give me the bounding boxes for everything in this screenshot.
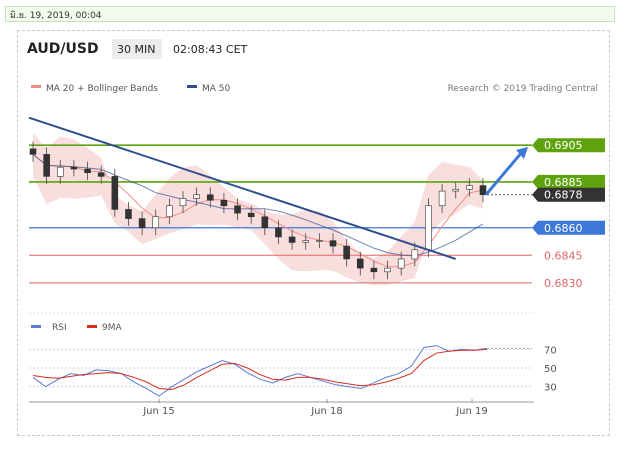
clock-label: 02:08:43 CET bbox=[173, 43, 248, 56]
candle-body bbox=[84, 168, 91, 174]
candle-body bbox=[166, 205, 173, 218]
candle-body bbox=[397, 258, 405, 269]
rsi-line bbox=[32, 345, 488, 397]
candle-body bbox=[179, 198, 187, 207]
candle-body bbox=[247, 212, 255, 218]
level-label-0.6845: 0.6845 bbox=[544, 249, 583, 262]
candle-body bbox=[43, 154, 50, 177]
ma50-line bbox=[32, 153, 484, 257]
x-tick-label: Jun 15 bbox=[142, 406, 175, 417]
candle-body bbox=[193, 194, 200, 199]
rsi-tick-label: 70 bbox=[544, 345, 557, 356]
rsi-tick-label: 30 bbox=[544, 383, 557, 394]
candle-body bbox=[411, 249, 419, 260]
candle-body bbox=[152, 216, 160, 229]
interval-badge bbox=[112, 39, 162, 59]
level-label-0.6830: 0.6830 bbox=[544, 277, 583, 290]
candle-body bbox=[125, 209, 132, 219]
candle-body bbox=[384, 267, 391, 273]
rsi-tick-label: 50 bbox=[544, 364, 557, 375]
level-tag-0.6905 bbox=[532, 138, 605, 153]
legend-9ma: 9MA bbox=[102, 323, 122, 333]
legend-swatch-ma50 bbox=[187, 85, 197, 88]
credit-text: Research © 2019 Trading Central bbox=[448, 84, 598, 94]
candle-body bbox=[70, 166, 78, 170]
level-label-0.6905: 0.6905 bbox=[544, 139, 583, 152]
timestamp-bar: มิ.ย. 19, 2019, 00:04 bbox=[5, 6, 615, 22]
legend-swatch-9ma bbox=[87, 325, 97, 328]
candle-body bbox=[234, 205, 241, 214]
trendline bbox=[28, 116, 457, 260]
candle-body bbox=[206, 194, 214, 201]
candle-body bbox=[452, 188, 460, 192]
legend-swatch-ma20 bbox=[31, 85, 41, 88]
legend-swatch-rsi bbox=[31, 325, 41, 328]
level-label-0.6885: 0.6885 bbox=[544, 176, 583, 189]
rsi-area: 70 50 30 bbox=[29, 345, 557, 397]
candle-body bbox=[97, 172, 105, 177]
candle-body bbox=[370, 267, 378, 273]
timestamp-text: มิ.ย. 19, 2019, 00:04 bbox=[10, 11, 102, 21]
level-tag-0.6878 bbox=[532, 187, 605, 202]
candle-body bbox=[56, 166, 64, 177]
candle-body bbox=[288, 236, 296, 243]
legend-ma50: MA 50 bbox=[202, 84, 231, 94]
ma20-line bbox=[32, 153, 484, 268]
level-tag-0.6860 bbox=[532, 220, 605, 235]
candle-body bbox=[356, 258, 364, 269]
rsi-9ma-line bbox=[32, 348, 488, 390]
candle-body bbox=[343, 245, 350, 260]
interval-label: 30 MIN bbox=[117, 43, 155, 56]
candle-body bbox=[438, 190, 446, 207]
candle-body bbox=[275, 227, 282, 238]
candle-body bbox=[302, 240, 310, 243]
candle-body bbox=[316, 240, 323, 242]
candle-body bbox=[261, 216, 269, 229]
candle-body bbox=[138, 218, 146, 229]
candle-body bbox=[479, 185, 487, 196]
candle-body bbox=[111, 176, 119, 210]
x-tick-label: Jun 19 bbox=[455, 406, 488, 417]
candle-body bbox=[329, 240, 337, 247]
level-label-0.6860: 0.6860 bbox=[544, 222, 583, 235]
candle-body bbox=[466, 185, 473, 190]
symbol-title: AUD/USD bbox=[27, 41, 99, 57]
level-label-0.6878: 0.6878 bbox=[544, 189, 583, 202]
legend-rsi: RSI bbox=[52, 323, 67, 333]
candle-body bbox=[220, 199, 228, 207]
chart-panel bbox=[17, 30, 610, 436]
x-tick-label: Jun 18 bbox=[310, 406, 343, 417]
candle-body bbox=[29, 148, 37, 155]
candle-body bbox=[425, 205, 432, 251]
legend-ma20: MA 20 + Bollinger Bands bbox=[46, 84, 158, 94]
forecast-arrow-head bbox=[516, 147, 528, 160]
forecast-arrow-shaft bbox=[484, 151, 524, 196]
level-tag-0.6885 bbox=[532, 174, 605, 189]
